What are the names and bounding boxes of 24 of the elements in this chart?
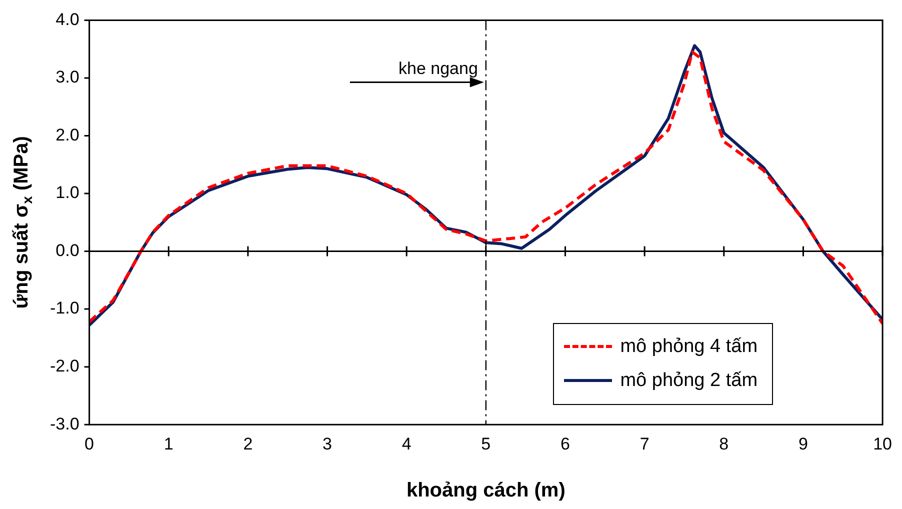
y-tick-label: 0.0: [56, 240, 80, 260]
y-tick-label: 2.0: [56, 125, 80, 144]
x-tick-label: 10: [873, 434, 892, 454]
x-tick-label: 3: [322, 434, 332, 454]
y-tick-label: -1.0: [50, 298, 80, 318]
y-tick-label: -3.0: [50, 414, 80, 434]
x-tick-label: 4: [402, 434, 412, 454]
x-tick-label: 7: [640, 434, 650, 454]
x-axis-title: khoảng cách (m): [406, 480, 566, 502]
y-tick-label: -2.0: [50, 356, 80, 376]
x-tick-label: 1: [164, 434, 174, 454]
y-tick-label: 3.0: [56, 68, 80, 87]
legend-label: mô phỏng 2 tấm: [620, 370, 758, 392]
x-tick-label: 6: [560, 434, 570, 454]
x-tick-label: 5: [481, 434, 491, 454]
legend-label: mô phỏng 4 tấm: [620, 336, 758, 358]
x-tick-label: 9: [798, 434, 808, 454]
ref-line-label: khe ngang: [398, 59, 478, 78]
x-tick-label: 2: [243, 434, 253, 454]
y-tick-label: 4.0: [56, 10, 80, 29]
x-tick-label: 0: [84, 434, 94, 454]
y-tick-label: 1.0: [56, 183, 80, 202]
y-axis-title: ứng suất σx (MPa): [10, 136, 35, 309]
x-tick-label: 8: [719, 434, 729, 454]
